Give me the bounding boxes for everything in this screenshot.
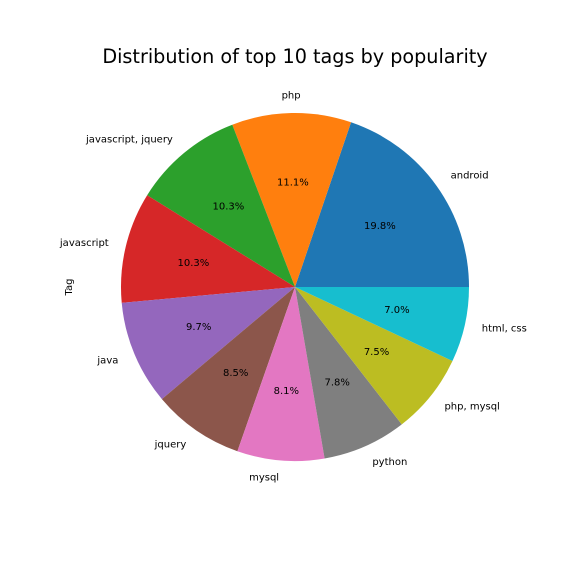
slice-percent-java: 9.7% [186, 322, 211, 333]
slice-label-html-css: html, css [482, 324, 527, 335]
slice-label-php-mysql: php, mysql [444, 402, 499, 413]
slice-percent-python: 7.8% [324, 378, 349, 389]
pie-slice-php [232, 113, 352, 287]
slice-percent-php-mysql: 7.5% [364, 347, 389, 358]
slice-percent-jquery: 8.5% [223, 368, 248, 379]
slice-label-php: php [282, 91, 301, 102]
pie-slice-php-mysql [295, 287, 453, 425]
slice-percent-html-css: 7.0% [384, 305, 409, 316]
chart-title: Distribution of top 10 tags by popularit… [102, 45, 487, 68]
pie-slice-jquery [161, 287, 295, 452]
slice-percent-mysql: 8.1% [274, 386, 299, 397]
pie-slice-python [295, 287, 402, 459]
slice-label-jquery: jquery [154, 440, 187, 451]
slice-percent-php: 11.1% [277, 178, 309, 189]
slice-label-python: python [372, 457, 407, 468]
slice-percent-android: 19.8% [364, 221, 396, 232]
pie-slices [121, 113, 469, 461]
slice-label-java: java [96, 356, 118, 367]
pie-slice-mysql [237, 287, 325, 461]
slice-percent-javascript-jquery: 10.3% [212, 202, 244, 213]
pie-slice-android [295, 122, 469, 287]
slice-percent-javascript: 10.3% [178, 258, 210, 269]
y-axis-label: Tag [64, 279, 75, 297]
slice-label-javascript: javascript [59, 238, 109, 249]
slice-label-javascript-jquery: javascript, jquery [85, 135, 173, 146]
slice-label-android: android [451, 171, 489, 182]
pie-labels: android 19.8% php 11.1% javascript, jquery 10… [59, 91, 527, 484]
slice-label-mysql: mysql [249, 473, 279, 484]
pie-slice-javascript [121, 195, 295, 303]
pie-slice-html-css [295, 287, 469, 362]
pie-slice-javascript-jquery [147, 124, 295, 288]
pie-slice-java [121, 287, 296, 400]
